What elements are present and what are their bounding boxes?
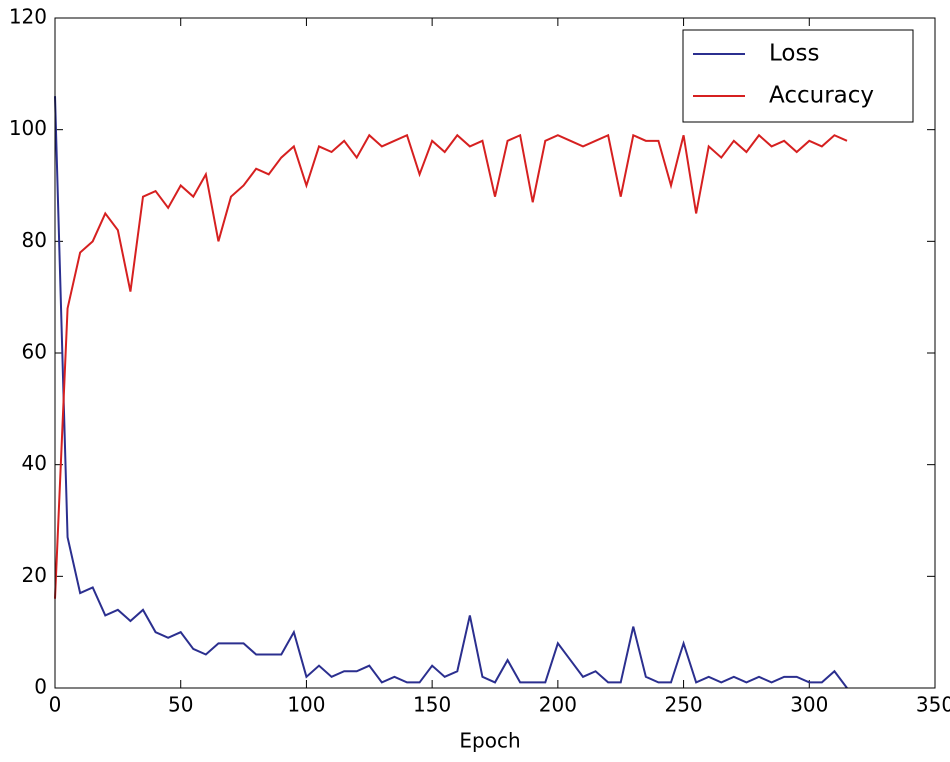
- x-tick-label: 350: [916, 693, 950, 717]
- line: [54, 133, 848, 599]
- legend-box: [682, 29, 914, 123]
- plot-frame: [54, 17, 936, 689]
- y-tick-label: 120: [9, 5, 47, 29]
- x-tick-label: 150: [413, 693, 451, 717]
- line: [54, 96, 848, 689]
- x-tick-label: 0: [49, 693, 62, 717]
- x-tick-label: 100: [287, 693, 325, 717]
- legend-label: Accuracy: [769, 83, 874, 109]
- x-tick-label: 200: [539, 693, 577, 717]
- y-tick-label: 0: [34, 675, 47, 699]
- y-tick-label: 100: [9, 116, 47, 140]
- x-tick-label: 300: [790, 693, 828, 717]
- x-tick-label: 50: [168, 693, 193, 717]
- y-tick-label: 20: [22, 563, 47, 587]
- x-tick-label: 250: [664, 693, 702, 717]
- legend-label: Loss: [769, 41, 819, 67]
- x-axis-label: Epoch: [459, 729, 520, 753]
- y-tick-label: 80: [22, 228, 47, 252]
- y-tick-label: 40: [22, 451, 47, 475]
- y-tick-label: 60: [22, 340, 47, 364]
